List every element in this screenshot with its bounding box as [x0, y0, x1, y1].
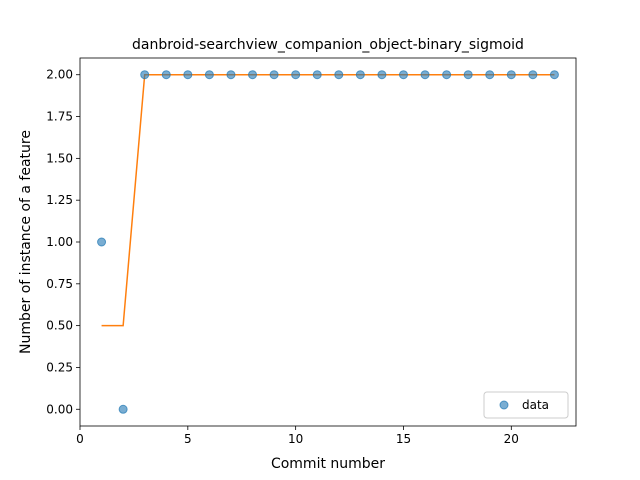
x-tick-label: 15 — [396, 432, 411, 446]
fit-line — [101, 73, 555, 327]
y-axis-label: Number of instance of a feature — [18, 130, 34, 354]
legend-label: data — [522, 398, 549, 412]
data-point — [398, 70, 408, 80]
x-axis-label: Commit number — [271, 456, 385, 472]
data-point — [463, 70, 473, 80]
data-point — [183, 70, 193, 80]
axes-frame — [79, 57, 577, 427]
data-point — [291, 70, 301, 80]
chart-title: danbroid-searchview_companion_object-bin… — [132, 37, 524, 53]
data-point — [118, 404, 128, 414]
data-point — [226, 70, 236, 80]
y-tick-label: 1.75 — [46, 110, 73, 124]
data-point — [442, 70, 452, 80]
data-point — [528, 70, 538, 80]
legend-box — [483, 391, 569, 419]
y-tick-label: 0.25 — [46, 360, 73, 374]
data-point — [269, 70, 279, 80]
data-point — [420, 70, 430, 80]
data-point — [549, 70, 559, 80]
data-point — [377, 70, 387, 80]
x-tick-label: 0 — [76, 432, 84, 446]
data-point — [140, 70, 150, 80]
y-tick-label: 0.00 — [46, 402, 73, 416]
data-point — [312, 70, 322, 80]
data-point — [204, 70, 214, 80]
data-point — [355, 70, 365, 80]
data-point — [506, 70, 516, 80]
y-tick-label: 1.50 — [46, 151, 73, 165]
y-tick-label: 0.50 — [46, 319, 73, 333]
x-tick-label: 5 — [184, 432, 192, 446]
data-point — [97, 237, 107, 247]
y-tick-label: 0.75 — [46, 277, 73, 291]
legend-marker — [499, 400, 509, 410]
y-tick-label: 1.25 — [46, 193, 73, 207]
data-point — [334, 70, 344, 80]
data-point — [248, 70, 258, 80]
plot-area: 0 5 10 15 20 0.00 0.25 0.50 0.75 1.00 1.25 1.50 1.75… — [46, 57, 577, 446]
x-tick-label: 10 — [288, 432, 303, 446]
x-tick-label: 20 — [504, 432, 519, 446]
data-point — [485, 70, 495, 80]
y-tick-label: 2.00 — [46, 68, 73, 82]
data-point — [161, 70, 171, 80]
y-tick-label: 1.00 — [46, 235, 73, 249]
